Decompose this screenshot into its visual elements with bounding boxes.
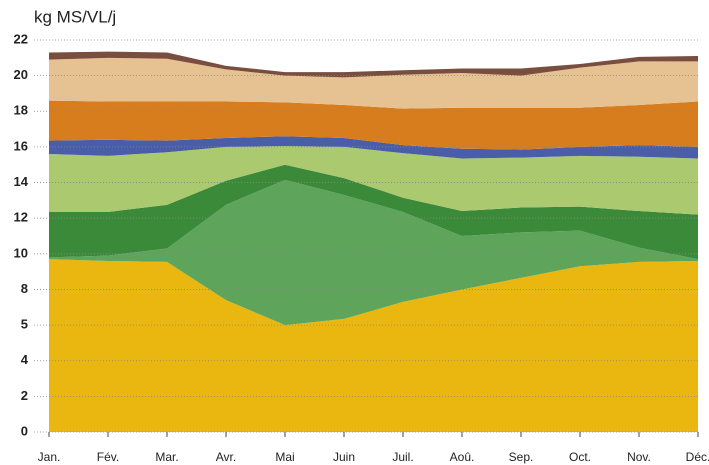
x-tick-label: Avr. [216, 450, 236, 464]
x-tick-label: Sep. [509, 450, 534, 464]
x-tick-label: Déc. [686, 450, 709, 464]
area [49, 51, 698, 78]
y-tick-label: 2 [21, 388, 28, 403]
area [49, 164, 698, 260]
area [49, 57, 698, 109]
y-tick-label: 22 [14, 31, 28, 46]
x-tick-label: Jan. [38, 450, 61, 464]
x-tick-label: Juin [333, 450, 355, 464]
y-tick-label: 16 [14, 138, 28, 153]
y-tick-label: 12 [14, 210, 28, 225]
y-tick-label: 8 [21, 281, 28, 296]
y-tick-label: 0 [21, 423, 28, 438]
x-tick-label: Juil. [392, 450, 413, 464]
y-axis-label: kg MS/VL/j [34, 7, 116, 26]
area [49, 136, 698, 159]
x-tick-label: Nov. [627, 450, 651, 464]
area [49, 179, 698, 326]
area [49, 259, 698, 432]
y-tick-label: 4 [21, 352, 29, 367]
area [49, 100, 698, 150]
x-tick-label: Aoû. [450, 450, 475, 464]
y-tick-label: 14 [14, 174, 29, 189]
y-tick-label: 5 [21, 317, 28, 332]
area [49, 146, 698, 215]
y-tick-label: 18 [14, 103, 28, 118]
x-tick-label: Mar. [155, 450, 178, 464]
x-tick-label: Fév. [97, 450, 119, 464]
x-tick-label: Oct. [569, 450, 591, 464]
y-tick-label: 20 [14, 67, 28, 82]
y-tick-label: 10 [14, 245, 28, 260]
x-tick-label: Mai [275, 450, 294, 464]
